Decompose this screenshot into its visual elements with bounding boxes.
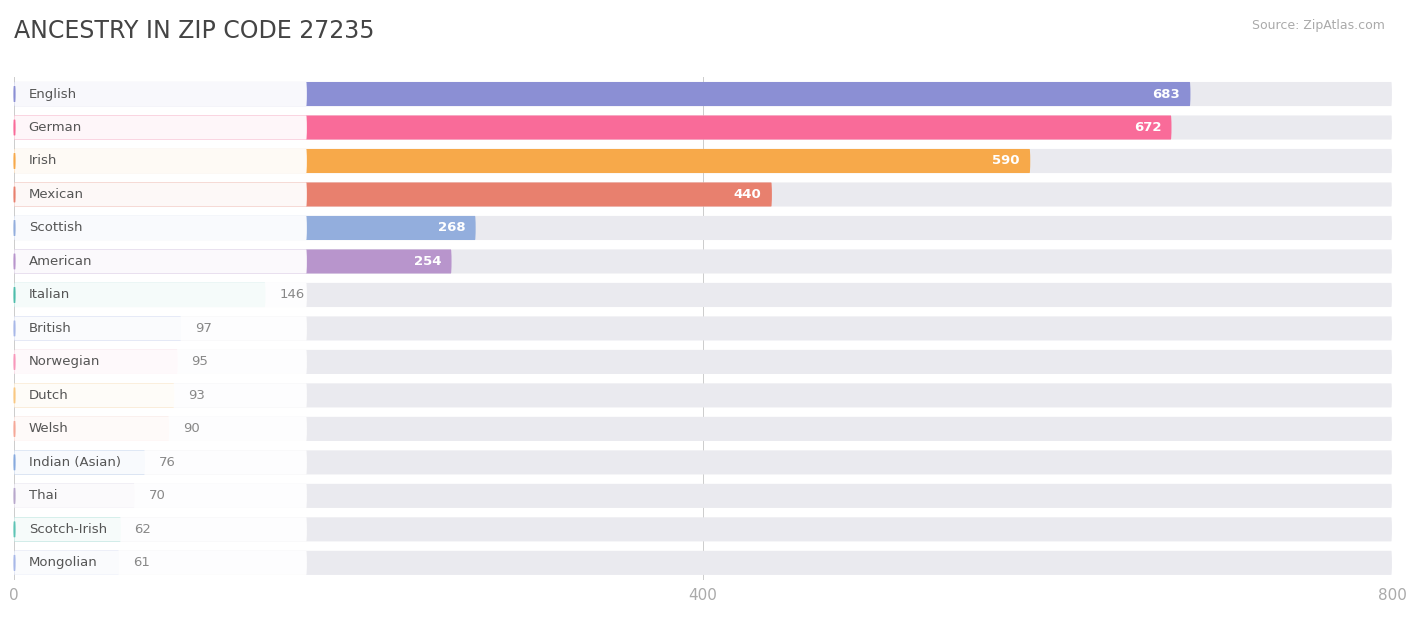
FancyBboxPatch shape [14, 316, 307, 341]
FancyBboxPatch shape [14, 450, 1392, 475]
FancyBboxPatch shape [14, 417, 1392, 441]
Text: 268: 268 [437, 222, 465, 234]
Text: 93: 93 [188, 389, 205, 402]
Text: Italian: Italian [28, 289, 70, 301]
FancyBboxPatch shape [14, 383, 307, 408]
FancyBboxPatch shape [14, 551, 120, 575]
Text: English: English [28, 88, 77, 100]
Text: 672: 672 [1133, 121, 1161, 134]
Text: 70: 70 [149, 489, 166, 502]
Text: 683: 683 [1153, 88, 1180, 100]
FancyBboxPatch shape [14, 484, 307, 508]
Text: 61: 61 [134, 556, 150, 569]
Text: Source: ZipAtlas.com: Source: ZipAtlas.com [1251, 19, 1385, 32]
FancyBboxPatch shape [14, 484, 135, 508]
Text: American: American [28, 255, 93, 268]
FancyBboxPatch shape [14, 450, 307, 475]
Text: Norwegian: Norwegian [28, 355, 100, 368]
Text: Welsh: Welsh [28, 422, 69, 435]
FancyBboxPatch shape [14, 115, 1171, 140]
FancyBboxPatch shape [14, 149, 1031, 173]
FancyBboxPatch shape [14, 182, 1392, 207]
FancyBboxPatch shape [14, 216, 1392, 240]
Text: 590: 590 [993, 155, 1019, 167]
Text: Dutch: Dutch [28, 389, 69, 402]
FancyBboxPatch shape [14, 450, 145, 475]
FancyBboxPatch shape [14, 149, 307, 173]
FancyBboxPatch shape [14, 249, 1392, 274]
FancyBboxPatch shape [14, 350, 177, 374]
FancyBboxPatch shape [14, 484, 1392, 508]
FancyBboxPatch shape [14, 216, 307, 240]
FancyBboxPatch shape [14, 115, 307, 140]
FancyBboxPatch shape [14, 249, 307, 274]
FancyBboxPatch shape [14, 82, 307, 106]
Text: Thai: Thai [28, 489, 58, 502]
Text: German: German [28, 121, 82, 134]
FancyBboxPatch shape [14, 216, 475, 240]
FancyBboxPatch shape [14, 517, 307, 542]
Text: 90: 90 [183, 422, 200, 435]
FancyBboxPatch shape [14, 316, 181, 341]
Text: Irish: Irish [28, 155, 58, 167]
Text: 146: 146 [280, 289, 305, 301]
FancyBboxPatch shape [14, 350, 307, 374]
FancyBboxPatch shape [14, 517, 121, 542]
Text: Indian (Asian): Indian (Asian) [28, 456, 121, 469]
FancyBboxPatch shape [14, 517, 1392, 542]
Text: ANCESTRY IN ZIP CODE 27235: ANCESTRY IN ZIP CODE 27235 [14, 19, 374, 43]
FancyBboxPatch shape [14, 283, 266, 307]
Text: 95: 95 [191, 355, 208, 368]
Text: 440: 440 [734, 188, 762, 201]
Text: 254: 254 [413, 255, 441, 268]
Text: 76: 76 [159, 456, 176, 469]
FancyBboxPatch shape [14, 383, 1392, 408]
FancyBboxPatch shape [14, 283, 1392, 307]
Text: Mongolian: Mongolian [28, 556, 97, 569]
FancyBboxPatch shape [14, 283, 307, 307]
Text: Scotch-Irish: Scotch-Irish [28, 523, 107, 536]
FancyBboxPatch shape [14, 182, 307, 207]
FancyBboxPatch shape [14, 350, 1392, 374]
FancyBboxPatch shape [14, 149, 1392, 173]
FancyBboxPatch shape [14, 249, 451, 274]
FancyBboxPatch shape [14, 316, 1392, 341]
FancyBboxPatch shape [14, 115, 1392, 140]
FancyBboxPatch shape [14, 383, 174, 408]
FancyBboxPatch shape [14, 82, 1392, 106]
FancyBboxPatch shape [14, 417, 307, 441]
Text: 97: 97 [195, 322, 212, 335]
FancyBboxPatch shape [14, 417, 169, 441]
FancyBboxPatch shape [14, 551, 1392, 575]
Text: Mexican: Mexican [28, 188, 84, 201]
Text: 62: 62 [135, 523, 152, 536]
Text: British: British [28, 322, 72, 335]
FancyBboxPatch shape [14, 82, 1191, 106]
FancyBboxPatch shape [14, 182, 772, 207]
Text: Scottish: Scottish [28, 222, 82, 234]
FancyBboxPatch shape [14, 551, 307, 575]
